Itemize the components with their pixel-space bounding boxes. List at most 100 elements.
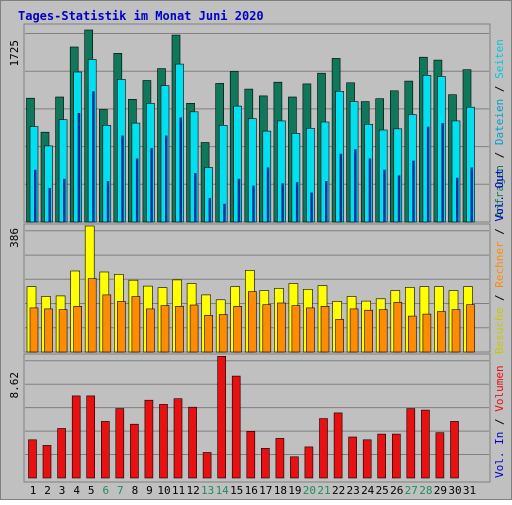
bar-volumen: [406, 408, 416, 479]
legend-entry: Dateien: [493, 99, 506, 145]
bar-volumen: [260, 447, 270, 479]
bar-volumen: [348, 436, 357, 479]
x-tick-label: 10: [157, 484, 170, 497]
x-tick-label: 5: [88, 484, 95, 497]
y-max-label-requests: 1725: [8, 40, 21, 67]
x-tick-label: 25: [376, 484, 389, 497]
bar-rechner: [306, 307, 315, 353]
bar-seiten: [266, 167, 270, 222]
bar-seiten: [135, 158, 139, 222]
x-tick-label: 3: [59, 484, 66, 497]
bar-rechner: [291, 305, 301, 353]
chart-title: Tages-Statistik im Monat Juni 2020: [18, 9, 264, 23]
x-tick-label: 26: [390, 484, 403, 497]
bar-volumen: [362, 439, 372, 479]
x-tick-label: 2: [44, 484, 51, 497]
bar-seiten: [252, 185, 255, 222]
bar-seiten: [121, 135, 124, 222]
legend-entry: Vol. Out: [493, 169, 506, 222]
bar-rechner: [58, 309, 68, 353]
legend-volume: Vol. In / Volumen: [493, 365, 506, 478]
bar-seiten: [179, 117, 182, 222]
x-tick-label: 8: [132, 484, 139, 497]
x-tick-label: 13: [201, 484, 214, 497]
x-tick-label: 31: [463, 484, 476, 497]
legend-entry: Rechner: [493, 241, 506, 288]
bar-rechner: [393, 302, 403, 353]
bar-volumen: [202, 452, 212, 479]
bar-seiten: [426, 126, 430, 222]
legend-separator: /: [493, 222, 506, 242]
bar-volumen: [319, 418, 328, 479]
bar-rechner: [87, 278, 97, 353]
x-tick-label: 24: [361, 484, 375, 497]
legend-separator: /: [493, 145, 506, 165]
bar-rechner: [437, 311, 446, 353]
bar-rechner: [349, 308, 359, 353]
bar-seiten: [237, 178, 241, 222]
bar-volumen: [391, 433, 401, 479]
bar-volumen: [450, 421, 459, 479]
bar-volumen: [101, 421, 110, 479]
x-tick-label: 7: [117, 484, 124, 497]
bar-volumen: [421, 409, 430, 479]
x-tick-label: 20: [303, 484, 316, 497]
bar-seiten: [456, 177, 459, 222]
bar-seiten: [194, 173, 197, 222]
x-tick-label: 12: [186, 484, 199, 497]
x-tick-label: 16: [245, 484, 258, 497]
bar-seiten: [310, 192, 313, 222]
legend-entry: Anfragen: [493, 165, 506, 218]
y-max-label-visits: 386: [8, 228, 21, 248]
bar-rechner: [29, 307, 39, 353]
x-tick-label: 17: [259, 484, 272, 497]
bar-seiten: [63, 178, 66, 222]
bar-volumen: [275, 438, 285, 479]
bar-rechner: [204, 315, 213, 353]
bar-rechner: [102, 294, 112, 353]
x-tick-label: 15: [230, 484, 243, 497]
legend-requests: Anfragen / Dateien / Seiten: [493, 39, 506, 218]
bar-seiten: [165, 135, 168, 222]
x-tick-label: 4: [73, 484, 80, 497]
bar-seiten: [281, 183, 284, 222]
bar-rechner: [146, 308, 155, 353]
x-tick-label: 1: [30, 484, 37, 497]
legend-entry: Volumen: [493, 365, 506, 411]
x-tick-label: 23: [346, 484, 359, 497]
bar-seiten: [470, 167, 473, 222]
bar-seiten: [412, 160, 415, 222]
bar-volumen: [333, 412, 343, 479]
bar-rechner: [320, 305, 330, 353]
bar-rechner: [175, 305, 184, 353]
legend-entry: Vol. In: [493, 432, 506, 478]
bar-rechner: [233, 305, 242, 353]
x-tick-label: 14: [216, 484, 230, 497]
bar-dateien: [248, 118, 257, 223]
x-tick-label: 21: [317, 484, 330, 497]
bar-seiten: [106, 181, 110, 222]
bar-volumen: [144, 399, 154, 479]
bar-volumen: [28, 439, 37, 479]
bar-rechner: [131, 296, 141, 353]
bar-seiten: [383, 169, 386, 222]
bar-rechner: [422, 313, 432, 353]
x-tick-label: 11: [172, 484, 185, 497]
x-tick-label: 29: [434, 484, 447, 497]
bar-seiten: [208, 198, 212, 222]
bar-seiten: [295, 182, 299, 222]
x-tick-label: 19: [288, 484, 301, 497]
bar-seiten: [325, 181, 328, 222]
bar-seiten: [354, 149, 357, 222]
bar-volumen: [159, 404, 168, 479]
bar-rechner: [451, 309, 461, 353]
legend-entry: Besuche: [493, 308, 506, 354]
bar-seiten: [77, 112, 81, 222]
bar-seiten: [92, 91, 95, 222]
bar-marks: [26, 29, 475, 479]
bar-volumen: [304, 446, 314, 479]
bar-volumen: [42, 445, 52, 479]
bar-volumen: [377, 433, 387, 479]
bar-rechner: [277, 302, 286, 353]
